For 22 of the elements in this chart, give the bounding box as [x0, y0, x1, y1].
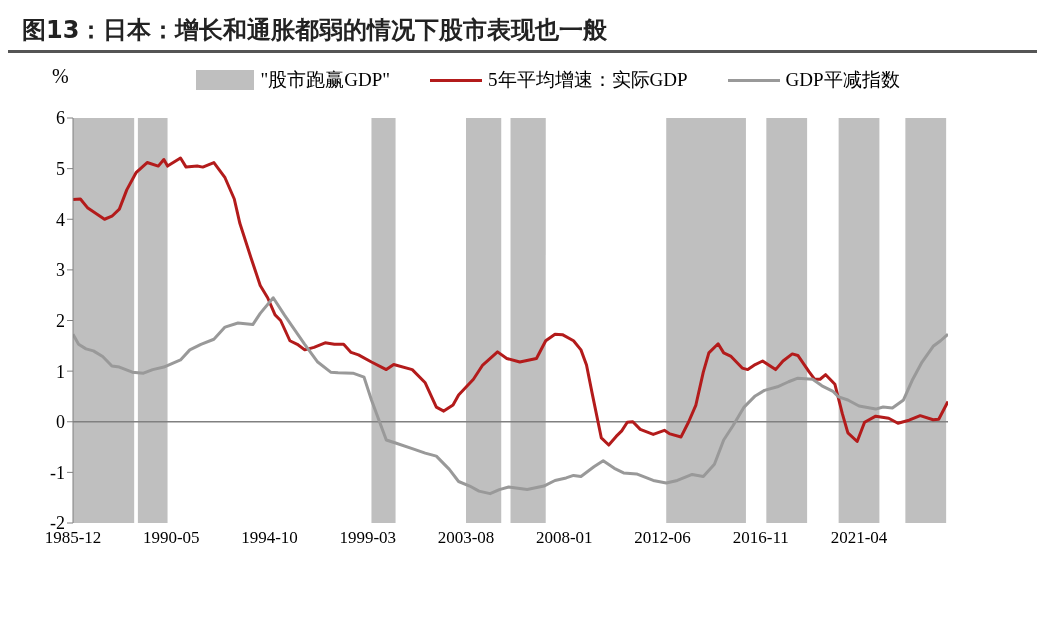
legend-label: 5年平均增速：实际GDP: [488, 68, 688, 92]
y-axis-title: %: [52, 65, 69, 88]
x-tick-label: 2016-11: [732, 528, 789, 548]
x-tick-label: 1985-12: [44, 528, 102, 548]
x-tick-label: 2008-01: [535, 528, 593, 548]
y-tick-label: 1: [56, 361, 65, 382]
x-tick-label: 2012-06: [634, 528, 691, 548]
legend-label: GDP平减指数: [785, 68, 900, 92]
y-tick-label: 3: [56, 260, 65, 281]
y-tick-label: 5: [56, 159, 65, 180]
y-tick-label: 2: [56, 310, 65, 331]
chart-title: 图13：日本：增长和通胀都弱的情况下股市表现也一般: [8, 8, 1037, 53]
y-tick-label: 0: [56, 412, 65, 433]
y-tick-label: -1: [50, 462, 65, 483]
x-tick-label: 1994-10: [241, 528, 298, 548]
legend-label: "股市跑赢GDP": [260, 68, 390, 92]
x-tick-label: 2003-08: [437, 528, 495, 548]
x-tick-label: 1990-05: [142, 528, 200, 548]
x-tick-label: 1999-03: [339, 528, 397, 548]
y-tick-label: 6: [56, 108, 65, 129]
x-tick-label: 2021-04: [830, 528, 888, 548]
y-tick-label: 4: [56, 209, 65, 230]
